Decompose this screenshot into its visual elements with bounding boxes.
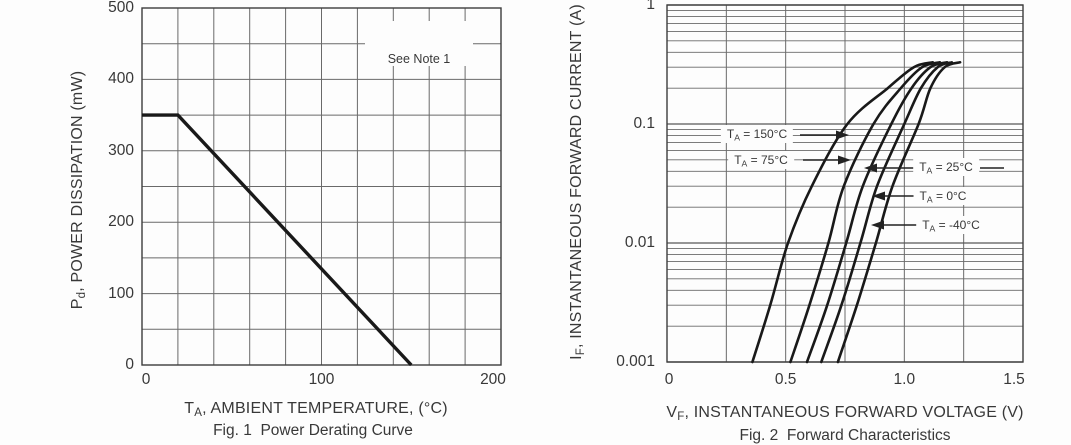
fig1-x-tick-200: 200 bbox=[480, 371, 506, 388]
fig2-y-tick-0.1: 0.1 bbox=[633, 115, 655, 132]
curve-label-ta-150c: TA = 150°C bbox=[720, 125, 794, 143]
curve-label-ta-75c: TA = 75°C bbox=[728, 151, 794, 169]
fig1-y-tick-100: 100 bbox=[108, 284, 134, 302]
fig2-x-tick-0: 0 bbox=[664, 371, 674, 388]
fig1-y-tick-300: 300 bbox=[108, 141, 134, 159]
fig2-x-axis-title: VF, INSTANTANEOUS FORWARD VOLTAGE (V) bbox=[666, 404, 1024, 424]
curve-label-ta-25c: TA = 25°C bbox=[913, 158, 979, 176]
fig2-x-tick-1.0: 1.0 bbox=[893, 371, 916, 388]
fig2-caption: Fig. 2 Forward Characteristics bbox=[739, 427, 951, 444]
curve-label-ta-minus40c: TA = -40°C bbox=[916, 216, 986, 234]
fig2-y-tick-1: 1 bbox=[646, 0, 655, 13]
fig1-x-tick-0: 0 bbox=[141, 371, 151, 388]
fig1-y-tick-500: 500 bbox=[108, 0, 134, 16]
fig2-x-tick-1.5: 1.5 bbox=[1003, 371, 1025, 388]
fig2-x-tick-0.5: 0.5 bbox=[774, 371, 797, 388]
fig1-y-axis-title: Pd, POWER DISSIPATION (mW) bbox=[69, 70, 89, 310]
fig1-x-axis-title: TA, AMBIENT TEMPERATURE, (°C) bbox=[184, 400, 448, 420]
curve-label-ta-0c: TA = 0°C bbox=[913, 187, 973, 205]
fig2-y-axis-title: IF, INSTANTANEOUS FORWARD CURRENT (A) bbox=[568, 4, 588, 360]
see-note-text: See Note 1 bbox=[387, 52, 451, 66]
fig1-caption: Fig. 1 Power Derating Curve bbox=[213, 422, 413, 439]
fig1-y-tick-200: 200 bbox=[108, 213, 134, 231]
fig1-y-tick-0: 0 bbox=[125, 356, 134, 373]
fig1-x-tick-100: 100 bbox=[308, 371, 335, 388]
see-note-annotation: See Note 1 bbox=[365, 21, 473, 66]
fig2-y-tick-0.01: 0.01 bbox=[624, 234, 655, 251]
fig2-y-tick-0.001: 0.001 bbox=[616, 353, 655, 370]
fig1-y-tick-400: 400 bbox=[108, 70, 134, 88]
